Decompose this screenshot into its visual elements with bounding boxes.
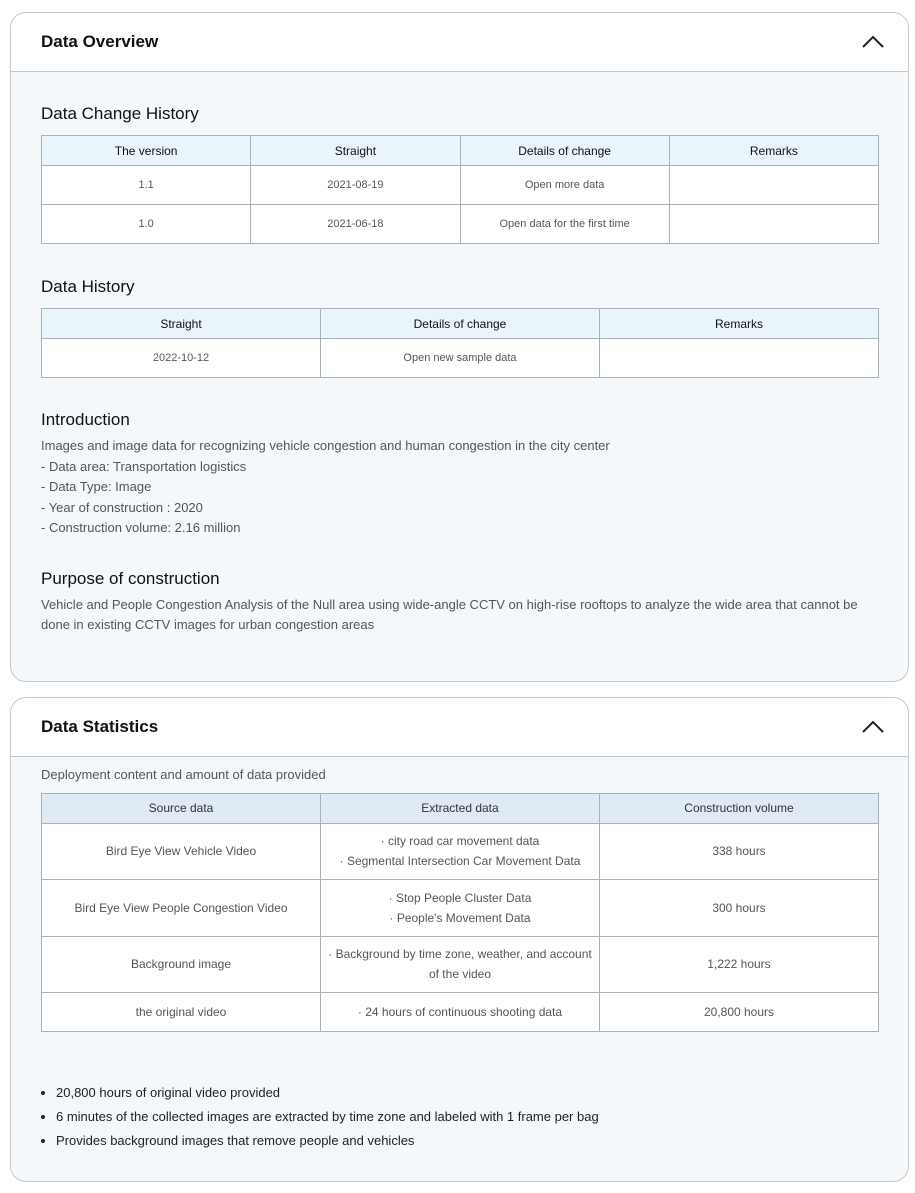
- table-row: Bird Eye View Vehicle Video · city road …: [41, 822, 879, 880]
- bullet-item: 6 minutes of the collected images are ex…: [56, 1105, 908, 1129]
- introduction-text: Images and image data for recognizing ve…: [41, 436, 908, 539]
- table-cell: Open data for the first time: [459, 204, 670, 244]
- table-cell: 1.0: [40, 204, 252, 244]
- table-cell: 20,800 hours: [599, 991, 879, 1032]
- data-statistics-card: Data Statistics Deployment content and a…: [10, 697, 909, 1182]
- column-header: Straight: [41, 308, 321, 339]
- column-header: Straight: [250, 135, 461, 166]
- data-statistics-header[interactable]: Data Statistics: [11, 698, 908, 757]
- data-history-table: Straight Details of change Remarks 2022-…: [41, 308, 879, 378]
- purpose-text: Vehicle and People Congestion Analysis o…: [41, 596, 858, 633]
- table-cell: [668, 204, 880, 244]
- column-header: Construction volume: [599, 792, 879, 824]
- section-title: Data Change History: [41, 104, 199, 123]
- table-cell: 2021-08-19: [250, 165, 461, 205]
- table-cell: 2021-06-18: [250, 204, 461, 244]
- table-row: the original video · 24 hours of continu…: [41, 991, 879, 1032]
- bullet-item: Provides background images that remove p…: [56, 1129, 908, 1153]
- table-cell: · 24 hours of continuous shooting data: [320, 991, 600, 1032]
- column-header: Remarks: [668, 135, 880, 166]
- chevron-up-icon[interactable]: [860, 29, 886, 55]
- table-row: 1.1 2021-08-19 Open more data: [40, 165, 880, 205]
- table-cell: Open new sample data: [320, 338, 600, 378]
- data-overview-card: Data Overview Data Change History The ve…: [10, 12, 909, 682]
- column-header: Remarks: [599, 308, 879, 339]
- table-cell: 1.1: [40, 165, 252, 205]
- statistics-bullets: 20,800 hours of original video provided …: [56, 1081, 908, 1153]
- table-cell: · Background by time zone, weather, and …: [320, 935, 600, 993]
- statistics-caption: Deployment content and amount of data pr…: [41, 767, 326, 782]
- column-header: Details of change: [459, 135, 670, 166]
- table-cell: · city road car movement data · Segmental…: [320, 822, 600, 880]
- column-header: Extracted data: [320, 792, 600, 824]
- table-cell: 2022-10-12: [41, 338, 321, 378]
- section-title: Data History: [41, 277, 135, 296]
- extracted-line: · Segmental Intersection Car Movement Da…: [339, 854, 581, 868]
- intro-line: - Year of construction : 2020: [41, 499, 203, 515]
- column-header: The version: [40, 135, 252, 166]
- card-title: Data Statistics: [41, 717, 159, 736]
- table-cell: Bird Eye View Vehicle Video: [41, 822, 321, 880]
- table-cell: 338 hours: [599, 822, 879, 880]
- table-row: Background image · Background by time zo…: [41, 935, 879, 993]
- table-cell: Open more data: [459, 165, 670, 205]
- section-title: Introduction: [41, 410, 130, 429]
- intro-line: - Data area: Transportation logistics: [41, 458, 247, 474]
- intro-line: - Construction volume: 2.16 million: [41, 520, 241, 535]
- chevron-up-icon[interactable]: [860, 714, 886, 740]
- extracted-line: · Background by time zone, weather, and …: [328, 947, 592, 961]
- extracted-line: of the video: [428, 967, 492, 981]
- table-row: Bird Eye View People Congestion Video · …: [41, 878, 879, 937]
- extracted-line: · Stop People Cluster Data: [388, 890, 532, 905]
- card-title: Data Overview: [41, 32, 159, 51]
- table-row: 2022-10-12 Open new sample data: [41, 338, 879, 378]
- section-title: Purpose of construction: [41, 568, 220, 588]
- table-cell: [599, 338, 879, 378]
- intro-line: - Data Type: Image: [41, 479, 152, 494]
- table-cell: 1,222 hours: [599, 935, 879, 993]
- table-cell: the original video: [41, 991, 321, 1032]
- extracted-line: · People's Movement Data: [389, 910, 531, 925]
- bullet-item: 20,800 hours of original video provided: [56, 1081, 908, 1105]
- statistics-table: Source data Extracted data Construction …: [41, 792, 879, 1032]
- table-cell: 300 hours: [599, 878, 879, 937]
- column-header: Source data: [41, 792, 321, 824]
- table-cell: [668, 165, 880, 205]
- table-row: 1.0 2021-06-18 Open data for the first t…: [40, 204, 880, 244]
- intro-line: Images and image data for recognizing ve…: [41, 438, 610, 453]
- table-cell: · Stop People Cluster Data · People's Mov…: [320, 878, 600, 937]
- extracted-line: · city road car movement data: [380, 834, 540, 848]
- column-header: Details of change: [320, 308, 600, 339]
- data-overview-header[interactable]: Data Overview: [11, 13, 908, 72]
- table-cell: Background image: [41, 935, 321, 993]
- table-cell: Bird Eye View People Congestion Video: [41, 878, 321, 937]
- change-history-table: The version Straight Details of change R…: [40, 135, 880, 244]
